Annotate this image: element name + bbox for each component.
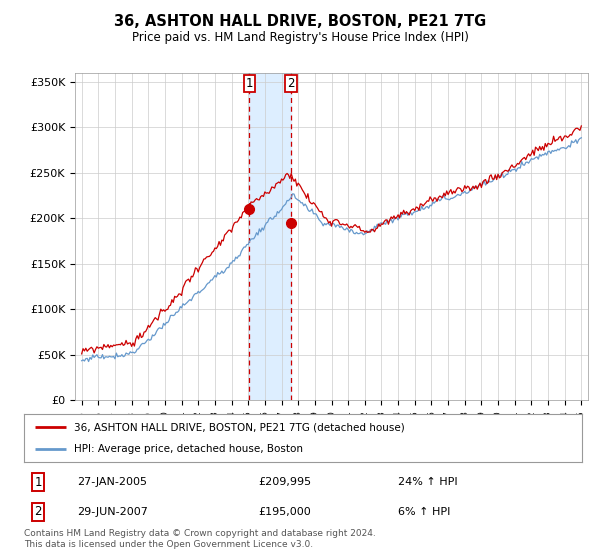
Text: Contains HM Land Registry data © Crown copyright and database right 2024.
This d: Contains HM Land Registry data © Crown c… [24,529,376,549]
Text: 27-JAN-2005: 27-JAN-2005 [77,477,147,487]
Text: 36, ASHTON HALL DRIVE, BOSTON, PE21 7TG: 36, ASHTON HALL DRIVE, BOSTON, PE21 7TG [114,14,486,29]
Text: 1: 1 [34,476,42,489]
Text: HPI: Average price, detached house, Boston: HPI: Average price, detached house, Bost… [74,444,303,454]
Text: £209,995: £209,995 [259,477,311,487]
Text: 1: 1 [246,77,253,90]
Text: 2: 2 [287,77,295,90]
Bar [250,73,291,400]
Text: £195,000: £195,000 [259,507,311,517]
Text: 36, ASHTON HALL DRIVE, BOSTON, PE21 7TG (detached house): 36, ASHTON HALL DRIVE, BOSTON, PE21 7TG … [74,422,405,432]
Text: Price paid vs. HM Land Registry's House Price Index (HPI): Price paid vs. HM Land Registry's House … [131,31,469,44]
Text: 2: 2 [34,505,42,518]
Text: 24% ↑ HPI: 24% ↑ HPI [398,477,457,487]
Text: 29-JUN-2007: 29-JUN-2007 [77,507,148,517]
Text: 6% ↑ HPI: 6% ↑ HPI [398,507,450,517]
